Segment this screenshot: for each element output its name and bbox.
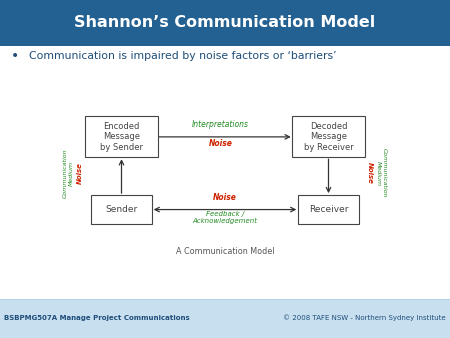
- Text: Decoded
Message
by Receiver: Decoded Message by Receiver: [304, 122, 353, 152]
- Text: •: •: [11, 49, 19, 63]
- Text: Interpretations: Interpretations: [192, 120, 249, 129]
- Text: Communication
Medium: Communication Medium: [63, 148, 74, 198]
- Text: Sender: Sender: [105, 205, 138, 214]
- Text: Communication
Medium: Communication Medium: [376, 148, 387, 198]
- FancyBboxPatch shape: [86, 116, 158, 158]
- Text: Shannon’s Communication Model: Shannon’s Communication Model: [74, 15, 376, 30]
- Text: © 2008 TAFE NSW - Northern Sydney Institute: © 2008 TAFE NSW - Northern Sydney Instit…: [283, 314, 446, 321]
- Bar: [0, 0, 450, 46]
- Text: Noise: Noise: [208, 139, 233, 148]
- Text: A Communication Model: A Communication Model: [176, 247, 274, 256]
- Text: Communication is impaired by noise factors or ‘barriers’: Communication is impaired by noise facto…: [29, 51, 337, 61]
- Text: Receiver: Receiver: [309, 205, 348, 214]
- Text: Encoded
Message
by Sender: Encoded Message by Sender: [100, 122, 143, 152]
- Bar: [0, 299, 450, 338]
- Text: Feedback /
Acknowledgement: Feedback / Acknowledgement: [193, 211, 257, 224]
- Text: Noise: Noise: [77, 162, 83, 184]
- Text: Noise: Noise: [367, 162, 373, 184]
- FancyBboxPatch shape: [91, 195, 152, 224]
- FancyBboxPatch shape: [292, 116, 364, 158]
- Text: Noise: Noise: [213, 193, 237, 202]
- Text: BSBPMG507A Manage Project Communications: BSBPMG507A Manage Project Communications: [4, 315, 190, 321]
- FancyBboxPatch shape: [298, 195, 359, 224]
